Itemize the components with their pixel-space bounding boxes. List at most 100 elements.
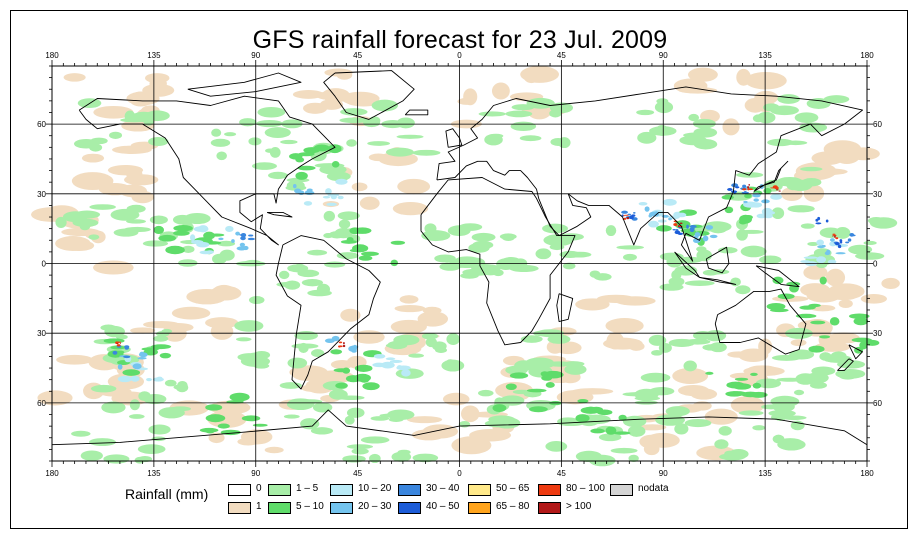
- legend-swatch: [228, 484, 251, 496]
- rain-cell: [396, 365, 403, 370]
- rain-cell: [115, 350, 125, 354]
- rain-cell: [743, 214, 753, 220]
- coastline: [266, 211, 293, 218]
- rain-cell: [781, 396, 798, 404]
- rain-cell: [368, 153, 389, 162]
- rain-cell: [344, 415, 355, 425]
- rain-cell: [81, 153, 105, 163]
- rain-cell: [689, 225, 697, 228]
- rain-cell: [829, 238, 835, 242]
- rain-cell: [808, 303, 821, 308]
- rain-cell: [605, 426, 617, 435]
- rain-cell: [367, 141, 390, 146]
- rain-cell: [279, 382, 302, 389]
- rain-cell: [622, 253, 637, 261]
- legend-swatch: [268, 502, 291, 514]
- rain-cell: [397, 449, 411, 455]
- rain-cell: [618, 414, 627, 421]
- coastline: [837, 358, 854, 371]
- rain-cell: [354, 373, 371, 382]
- rain-cell: [815, 222, 822, 225]
- rain-cell: [346, 97, 381, 107]
- lon-tick-label-bottom: 135: [147, 469, 161, 478]
- rain-cell: [286, 398, 315, 411]
- rain-cell: [116, 343, 118, 345]
- rain-cell: [614, 296, 656, 306]
- rain-cell: [158, 234, 177, 242]
- rain-cell: [103, 338, 125, 344]
- rain-cell: [832, 233, 836, 235]
- rain-cell: [134, 456, 145, 464]
- coastline: [436, 86, 863, 262]
- rain-cell: [283, 414, 300, 419]
- rain-cell: [738, 348, 769, 362]
- lon-tick-label-bottom: 180: [45, 469, 59, 478]
- rain-cell: [74, 210, 101, 219]
- rain-cell: [396, 117, 415, 129]
- rain-cell: [323, 210, 335, 222]
- rain-cell: [353, 330, 385, 344]
- rain-cell: [689, 227, 695, 233]
- rain-cell: [319, 99, 344, 110]
- rain-cell: [623, 214, 629, 216]
- rain-cell: [126, 166, 143, 183]
- rain-cell: [803, 265, 828, 280]
- rain-cell: [56, 354, 93, 365]
- rain-cell: [519, 135, 542, 142]
- rain-cell: [800, 166, 823, 172]
- rain-cell: [731, 183, 739, 188]
- rain-cell: [256, 120, 283, 128]
- rain-cell: [248, 296, 265, 305]
- rain-cell: [835, 252, 846, 255]
- rain-cell: [340, 308, 361, 322]
- rain-cell: [665, 406, 690, 417]
- rain-cell: [677, 232, 683, 235]
- rain-cell: [330, 359, 354, 370]
- rain-cell: [833, 234, 837, 237]
- rain-cell: [336, 252, 359, 260]
- rain-cell: [683, 132, 712, 138]
- rain-cell: [777, 94, 800, 104]
- rain-cell: [640, 372, 671, 383]
- rain-cell: [529, 406, 548, 413]
- rain-cell: [772, 276, 784, 285]
- rain-cell: [705, 371, 714, 375]
- legend-label: 10 – 20: [358, 483, 392, 494]
- rain-cell: [752, 193, 761, 198]
- rain-cell: [704, 408, 738, 425]
- rain-cell: [234, 320, 264, 332]
- rain-cell: [654, 101, 674, 114]
- rain-cell: [292, 90, 325, 99]
- rain-cell: [126, 219, 147, 224]
- rain-cell: [337, 195, 344, 200]
- rain-cell: [742, 184, 747, 188]
- rain-cell: [139, 351, 145, 357]
- rain-cell: [547, 334, 571, 344]
- rain-cell: [787, 205, 815, 213]
- rain-cell: [335, 178, 348, 185]
- rain-cell: [672, 229, 676, 231]
- rain-cell: [638, 201, 648, 206]
- lat-tick-label-right: 30: [873, 190, 882, 199]
- rain-cell: [679, 222, 683, 224]
- legend-swatch: [330, 502, 353, 514]
- rain-cell: [373, 353, 386, 359]
- rain-cell: [627, 213, 631, 216]
- rain-cell: [803, 256, 818, 259]
- rain-cell: [295, 171, 308, 180]
- rain-cell: [218, 237, 224, 241]
- lon-tick-label-bottom: 45: [353, 469, 362, 478]
- rain-cell: [589, 406, 604, 414]
- rain-cell: [183, 213, 211, 225]
- rain-cell: [328, 144, 342, 154]
- rain-cell: [371, 99, 399, 112]
- rain-cell: [709, 234, 718, 239]
- rain-cell: [161, 328, 173, 334]
- rain-cell: [46, 391, 66, 398]
- rain-cell: [499, 395, 525, 406]
- rain-cell: [240, 236, 246, 241]
- rain-cell: [435, 347, 447, 354]
- rain-cell: [827, 259, 837, 264]
- lat-tick-label-right: 0: [873, 260, 878, 269]
- rain-cell: [848, 244, 873, 255]
